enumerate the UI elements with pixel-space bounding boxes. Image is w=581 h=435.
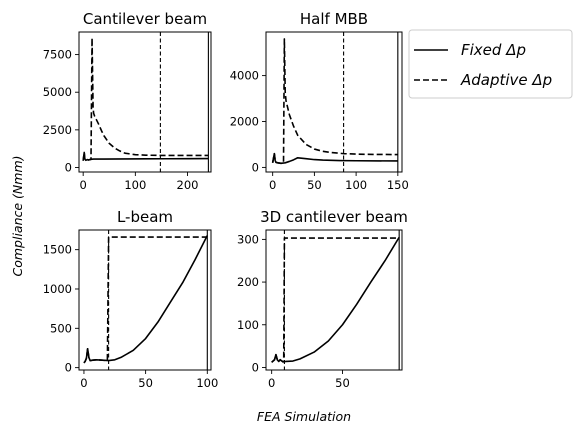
y-axis-label: Compliance (Nmm) <box>10 155 25 276</box>
plot-area-l-beam <box>83 230 209 370</box>
y-tick-label: 200 <box>237 275 259 289</box>
fixed-series-line <box>82 151 209 162</box>
x-tick-label: 100 <box>124 178 146 192</box>
fixed-series-line <box>271 152 398 165</box>
x-tick-label: 100 <box>196 376 218 390</box>
legend-label-fixed: Fixed Δp <box>461 41 526 59</box>
y-tick-label: 2500 <box>43 123 72 137</box>
y-tick-label: 100 <box>237 318 259 332</box>
axes-frame <box>78 31 212 173</box>
subplot-title-l-beam: L-beam <box>117 208 173 226</box>
x-tick-label: 0 <box>268 376 275 390</box>
y-tick-label: 0 <box>252 360 259 374</box>
plot-area-3d-cantilever-beam <box>271 230 400 370</box>
y-tick-label: 0 <box>252 160 259 174</box>
x-axis-label: FEA Simulation <box>257 409 351 424</box>
y-tick-label: 7500 <box>43 48 72 62</box>
plot-area-half-mbb <box>271 32 399 172</box>
x-tick-label: 0 <box>269 178 276 192</box>
y-tick-label: 0 <box>65 361 72 375</box>
plot-area-cantilever-beam <box>82 32 209 172</box>
axes-frame <box>265 31 403 173</box>
subplot-l-beam: L-beam 0 500 1000 1500 0 50 100 <box>43 208 219 390</box>
y-tick-label: 1000 <box>43 282 72 296</box>
legend: Fixed Δp Adaptive Δp <box>408 29 573 99</box>
axes-frame <box>78 229 212 371</box>
y-tick-label: 500 <box>50 321 72 335</box>
x-tick-label: 150 <box>387 178 409 192</box>
y-tick-label: 2000 <box>230 115 259 129</box>
y-tick-label: 0 <box>65 160 72 174</box>
x-tick-label: 50 <box>138 376 153 390</box>
adaptive-series-line <box>82 37 209 162</box>
subplot-title-half-mbb: Half MBB <box>300 10 368 28</box>
legend-frame <box>408 29 573 99</box>
x-tick-label: 50 <box>307 178 322 192</box>
fixed-series-line <box>271 236 400 363</box>
axes-frame <box>265 229 403 371</box>
x-tick-label: 0 <box>80 178 87 192</box>
subplot-title-3d-cantilever-beam: 3D cantilever beam <box>260 208 408 226</box>
y-tick-label: 300 <box>237 232 259 246</box>
x-tick-label: 100 <box>345 178 367 192</box>
x-tick-label: 50 <box>335 376 350 390</box>
fixed-series-line <box>83 235 209 364</box>
x-tick-label: 0 <box>80 376 87 390</box>
subplot-3d-cantilever-beam: 3D cantilever beam 0 100 200 300 0 50 <box>237 208 408 390</box>
subplot-title-cantilever-beam: Cantilever beam <box>83 10 207 28</box>
y-tick-label: 4000 <box>230 69 259 83</box>
y-tick-label: 1500 <box>43 243 72 257</box>
x-tick-label: 200 <box>177 178 199 192</box>
legend-label-adaptive: Adaptive Δp <box>460 71 552 89</box>
y-tick-label: 5000 <box>43 85 72 99</box>
subplot-cantilever-beam: Cantilever beam 0 2500 5000 7500 0 100 200 <box>43 10 212 192</box>
subplot-half-mbb: Half MBB 0 2000 4000 0 50 100 150 <box>230 10 409 192</box>
